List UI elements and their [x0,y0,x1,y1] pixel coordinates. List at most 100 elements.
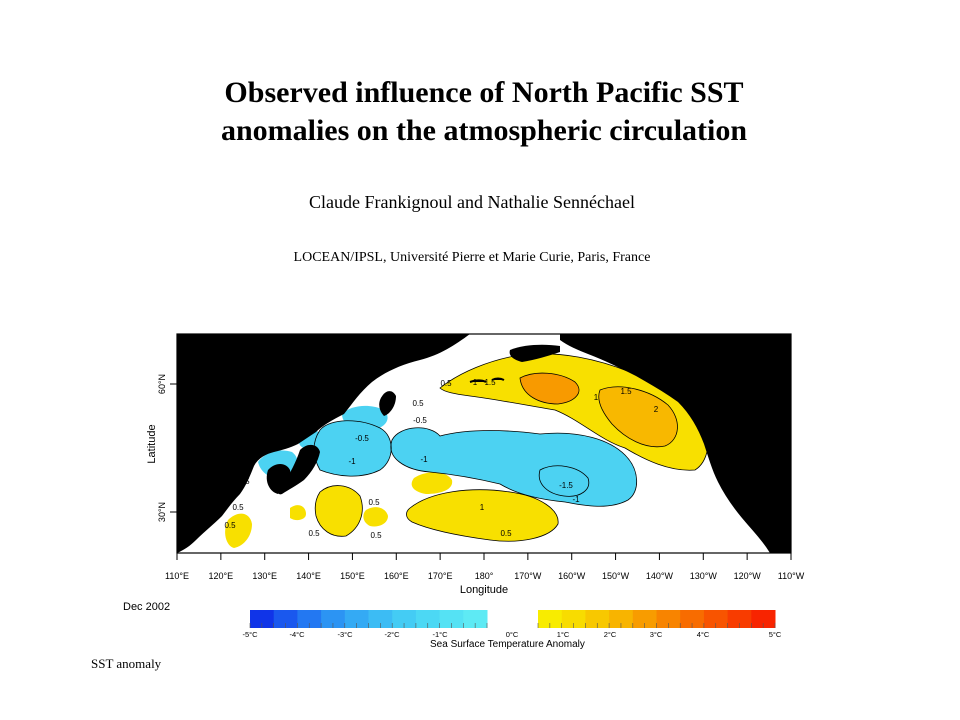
lon-tick-label: 170°W [514,571,542,581]
lon-tick-label: 140°W [646,571,674,581]
colorbar-swatch-positive [609,610,634,628]
subtropical-warm-band [406,489,559,542]
colorbar-tick-label: 5°C [769,630,782,639]
colorbar-tick-label: 2°C [604,630,617,639]
colorbar-swatch-negative [297,610,322,628]
contour-label: 0.5 [368,498,380,507]
positive-anomaly-regions [225,353,709,548]
japan-islands [278,444,320,495]
lon-tick-label: 160°E [384,571,409,581]
kamchatka [379,391,396,416]
okhotsk-cold-strip [342,405,388,430]
authors: Claude Frankignoul and Nathalie Sennécha… [309,192,635,212]
contour-label: 1 [480,503,485,512]
colorbar-tick-label: 0°C [506,630,519,639]
lon-tick-label: 130°E [252,571,277,581]
title-line-2: anomalies on the atmospheric circulation [220,114,748,147]
colorbar-tick-label: 4°C [697,630,710,639]
lon-tick-label: 140°E [296,571,321,581]
contour-label: 2 [654,405,659,414]
colorbar-tick-label: -2°C [384,630,400,639]
contour-label: 0.5 [440,379,452,388]
contour-label: 0.5 [232,503,244,512]
contour-label: 1.5 [620,387,632,396]
colorbar: -5°C -4°C -3°C -2°C -1°C 0°C 1°C 2°C 3°C 4°C 5°C [242,610,782,639]
contour-label: -0.5 [355,434,369,443]
longitude-ticks: 110°E 120°E 130°E 140°E 150°E 160°E 170°E 180° 1… [165,553,805,581]
alaska-peninsula [509,344,560,362]
lon-tick-label: 180° [475,571,494,581]
colorbar-swatch-positive [632,610,657,628]
contour-label: 0.5 [308,529,320,538]
colorbar-swatch-negative [392,610,417,628]
east-china-sea-warm-patch [225,513,252,548]
colorbar-swatch-positive [538,610,563,628]
lon-tick-label: 150°W [602,571,630,581]
colorbar-tick-label: -5°C [242,630,258,639]
contour-label: 1.5 [484,378,496,387]
lat-tick-label: 30°N [157,502,167,522]
lon-tick-label: 110°E [165,571,189,581]
colorbar-swatch-negative [415,610,441,628]
colorbar-swatch-positive [656,610,681,628]
title-line-1: Observed influence of North Pacific SST [224,76,744,109]
colorbar-swatch-negative [368,610,393,628]
midlatitude-warm-patch [411,472,453,494]
colorbar-swatch-positive [751,610,776,628]
asia-landmass [177,334,470,553]
contour-label: 0.5 [500,529,512,538]
colorbar-swatch-negative [321,610,346,628]
footer-sst-anomaly: SST anomaly [91,656,162,671]
contour-label: -1 [420,455,428,464]
contour-label: 0.5 [370,531,382,540]
colorbar-swatch-negative [273,610,298,628]
aleutian-islands [469,377,505,383]
contour-label: -0.5 [225,487,239,496]
contour-label: 0.5 [412,399,424,408]
colorbar-tick-label: -3°C [337,630,353,639]
lon-tick-label: 160°W [558,571,586,581]
colorbar-swatch-positive [561,610,586,628]
bering-warm-core [520,373,579,404]
colorbar-swatch-positive [585,610,610,628]
lon-tick-label: 120°E [209,571,234,581]
colorbar-title: Sea Surface Temperature Anomaly [430,639,585,650]
small-warm-patch-east [290,505,306,521]
colorbar-swatch-positive [680,610,705,628]
colorbar-swatch-positive [727,610,752,628]
contour-label: 1 [473,378,478,387]
contour-label: -1.5 [559,481,573,490]
date-label: Dec 2002 [123,601,171,613]
lat-tick-label: 60°N [157,374,167,394]
colorbar-swatch-negative [463,610,488,628]
colorbar-tick-label: -4°C [289,630,305,639]
contour-label: 1 [594,393,599,402]
contour-label: 0.5 [238,477,250,486]
affiliation: LOCEAN/IPSL, Université Pierre et Marie … [293,250,651,265]
philippine-sea-warm-patch [363,507,388,527]
x-axis-label: Longitude [460,584,508,596]
colorbar-swatch-negative [250,610,275,628]
lon-tick-label: 120°W [734,571,762,581]
contour-label: -0.5 [413,416,427,425]
lon-tick-label: 130°W [690,571,718,581]
colorbar-swatch-negative [439,610,464,628]
slide-title: Observed influence of North Pacific SST … [0,74,960,150]
gulf-of-alaska-warm-core [598,386,678,447]
lon-tick-label: 170°E [428,571,453,581]
central-pacific-cold-pool [390,427,637,507]
contour-label: -0.5 [237,467,251,476]
colorbar-swatch-negative [344,610,369,628]
colorbar-tick-label: -1°C [432,630,448,639]
colorbar-tick-label: 3°C [650,630,663,639]
lon-tick-label: 110°W [778,571,805,581]
land-masses [177,334,791,553]
lon-tick-label: 150°E [340,571,365,581]
alaska-north-america [560,334,791,553]
colorbar-tick-label: 1°C [557,630,570,639]
contour-label: -1 [348,457,356,466]
latitude-ticks: 60°N 30°N [157,374,177,522]
contour-label: 1 [708,425,713,434]
contour-label: -1 [572,495,580,504]
